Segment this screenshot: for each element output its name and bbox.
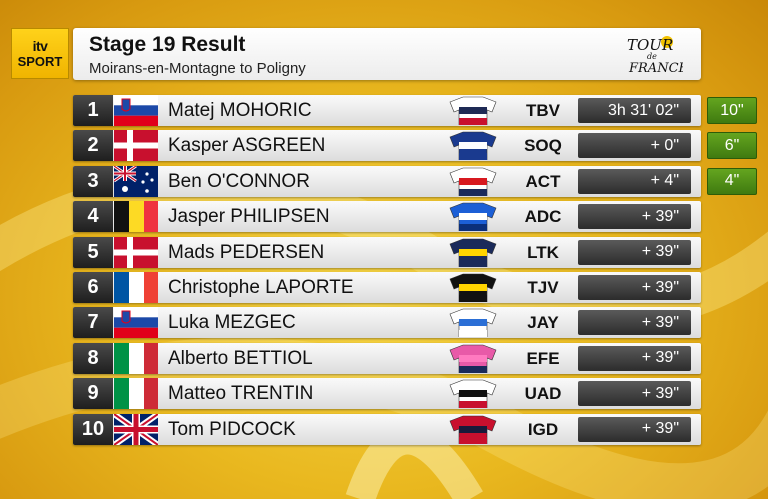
rider-name: Ben O'CONNOR bbox=[168, 170, 310, 192]
svg-text:FRANCE: FRANCE bbox=[628, 61, 683, 76]
jersey-icon bbox=[446, 96, 500, 126]
team-code: IGD bbox=[527, 419, 559, 439]
time-gap: + 39" bbox=[578, 310, 691, 336]
jersey-icon bbox=[446, 202, 500, 232]
svg-text:de: de bbox=[647, 52, 657, 61]
position-number: 3 bbox=[73, 165, 113, 197]
position-number: 4 bbox=[73, 201, 113, 233]
team-code: EFE bbox=[526, 348, 560, 368]
position-number: 8 bbox=[73, 342, 113, 374]
rider-name: Kasper ASGREEN bbox=[168, 135, 326, 157]
jersey-icon bbox=[446, 308, 500, 338]
flag-icon bbox=[114, 272, 158, 303]
rider-name: Mads PEDERSEN bbox=[168, 241, 325, 263]
logo-line2: SPORT bbox=[17, 54, 63, 69]
page-title: Stage 19 Result bbox=[89, 33, 246, 56]
result-row: 2 Kasper ASGREEN SOQ + 0" bbox=[73, 130, 701, 162]
rider-name: Matteo TRENTIN bbox=[168, 383, 314, 405]
rider-name: Luka MEZGEC bbox=[168, 312, 296, 334]
result-row: 6 Christophe LAPORTE TJV + 39" bbox=[73, 272, 701, 303]
position-number: 9 bbox=[73, 378, 113, 410]
time-gap: + 39" bbox=[578, 275, 691, 300]
result-row: 9 Matteo TRENTIN UAD + 39" bbox=[73, 378, 701, 410]
team-code: ADC bbox=[524, 207, 562, 227]
time-gap: + 4" bbox=[578, 168, 691, 194]
flag-icon bbox=[114, 307, 158, 339]
flag-icon bbox=[114, 95, 158, 126]
flag-icon bbox=[114, 413, 158, 445]
position-number: 2 bbox=[73, 130, 113, 162]
team-code: TBV bbox=[526, 101, 560, 120]
result-row: 4 Jasper PHILIPSEN ADC + 39" bbox=[73, 201, 701, 233]
logo-line1: itv bbox=[32, 38, 48, 54]
position-number: 1 bbox=[73, 95, 113, 126]
position-number: 10 bbox=[73, 413, 113, 445]
flag-icon bbox=[114, 201, 158, 233]
header-panel: Stage 19 Result Moirans-en-Montagne to P… bbox=[73, 28, 701, 80]
result-row: 5 Mads PEDERSEN LTK + 39" bbox=[73, 236, 701, 268]
position-number: 5 bbox=[73, 236, 113, 268]
time-gap: + 39" bbox=[578, 381, 691, 407]
svg-text:TOUR: TOUR bbox=[627, 36, 673, 54]
stage-route: Moirans-en-Montagne to Poligny bbox=[89, 60, 306, 77]
result-row: 3 Ben O'CONNOR ACT + 4" bbox=[73, 165, 701, 197]
rider-name: Christophe LAPORTE bbox=[168, 277, 354, 298]
result-row: 10 Tom PIDCOCK IGD + 39" bbox=[73, 413, 701, 445]
jersey-icon bbox=[446, 379, 500, 409]
time-gap: + 0" bbox=[578, 133, 691, 159]
bonus-seconds-badge: 10" bbox=[707, 97, 757, 124]
jersey-icon bbox=[446, 131, 500, 161]
rider-name: Matej MOHORIC bbox=[168, 100, 312, 121]
time-gap: + 39" bbox=[578, 204, 691, 230]
flag-icon bbox=[114, 130, 158, 162]
jersey-icon bbox=[446, 344, 500, 374]
team-code: UAD bbox=[524, 384, 562, 404]
bonus-seconds-badge: 4" bbox=[707, 167, 757, 195]
rider-name: Alberto BETTIOL bbox=[168, 347, 313, 369]
flag-icon bbox=[114, 236, 158, 268]
bonus-seconds-badge: 6" bbox=[707, 132, 757, 160]
jersey-icon bbox=[446, 167, 500, 197]
team-code: JAY bbox=[527, 313, 559, 333]
time-gap: + 39" bbox=[578, 416, 691, 442]
flag-icon bbox=[114, 378, 158, 410]
team-code: LTK bbox=[527, 242, 559, 262]
position-number: 7 bbox=[73, 307, 113, 339]
time-gap: 3h 31' 02" bbox=[578, 98, 691, 123]
jersey-icon bbox=[446, 273, 500, 303]
team-code: ACT bbox=[525, 171, 561, 191]
result-row: 8 Alberto BETTIOL EFE + 39" bbox=[73, 342, 701, 374]
team-code: SOQ bbox=[524, 136, 562, 156]
time-gap: + 39" bbox=[578, 239, 691, 265]
flag-icon bbox=[114, 342, 158, 374]
team-code: TJV bbox=[527, 278, 559, 297]
result-row: 1 Matej MOHORIC TBV 3h 31' 02" bbox=[73, 95, 701, 126]
position-number: 6 bbox=[73, 272, 113, 303]
itv-sport-logo: itv SPORT bbox=[11, 28, 69, 79]
jersey-icon bbox=[446, 415, 500, 444]
rider-name: Jasper PHILIPSEN bbox=[168, 206, 330, 228]
jersey-icon bbox=[446, 238, 500, 267]
result-row: 7 Luka MEZGEC JAY + 39" bbox=[73, 307, 701, 339]
rider-name: Tom PIDCOCK bbox=[168, 418, 296, 440]
tour-de-france-logo: TOUR de FRANCE bbox=[627, 36, 683, 76]
flag-icon bbox=[114, 165, 158, 197]
time-gap: + 39" bbox=[578, 345, 691, 371]
